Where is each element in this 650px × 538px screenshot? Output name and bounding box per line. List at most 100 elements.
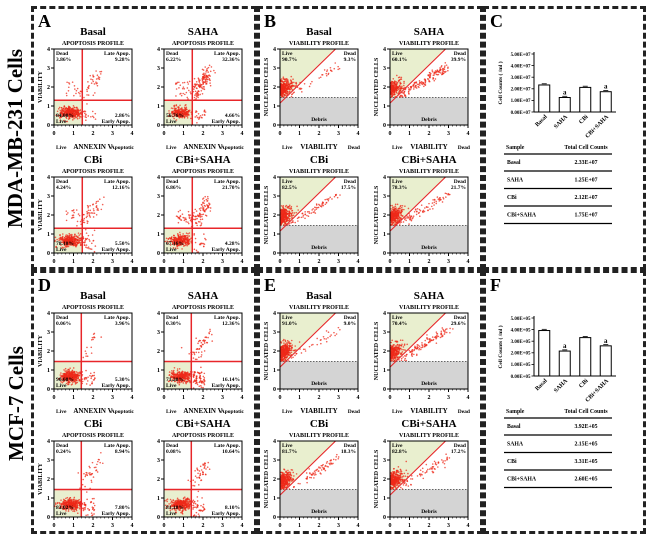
y-tick-label: 0 (157, 123, 160, 129)
scatter-point (283, 220, 286, 223)
scatter-point (66, 244, 69, 247)
scatter-point (166, 240, 168, 242)
scatter-point (201, 92, 204, 95)
x-tick-label: 1 (182, 259, 185, 265)
x-tick-label: 2 (202, 259, 205, 265)
scatter-point (176, 247, 179, 250)
scatter-point (390, 93, 392, 95)
x-tick-label: 1 (72, 131, 75, 137)
scatter-point (202, 76, 205, 79)
scatter-point (198, 372, 201, 375)
scatter-point (439, 197, 441, 199)
scatter-point (85, 244, 88, 246)
scatter-point (394, 85, 397, 87)
scatter-point (206, 67, 208, 70)
scatter-point (70, 112, 72, 114)
scatter-point (78, 237, 80, 240)
scatter-point (444, 65, 446, 67)
x-tick-label: 4 (131, 259, 134, 265)
scatter-point (299, 87, 301, 89)
scatter-point (206, 341, 209, 344)
scatter-point (199, 85, 202, 88)
scatter-point (394, 87, 396, 89)
scatter-point (203, 372, 206, 375)
scatter-point (196, 121, 198, 124)
bar-cbi-plus-saha (599, 91, 612, 113)
scatter-point (399, 216, 402, 219)
scatter-point (172, 115, 175, 118)
scatter-point (391, 214, 393, 217)
scatter-point (66, 81, 68, 84)
scatter-point (318, 203, 320, 206)
scatter-point (71, 370, 74, 372)
scatter-point (393, 82, 395, 84)
scatter-point (439, 68, 441, 71)
scatter-point (186, 381, 188, 383)
scatter-point (70, 383, 73, 386)
scatter-point (439, 67, 441, 69)
scatter-point (182, 375, 185, 378)
x-tick-label: 4 (357, 259, 360, 265)
scatter-point (196, 116, 199, 119)
y-tick-label: 2 (157, 85, 160, 91)
scatter-point (168, 380, 171, 382)
scatter-point (398, 90, 400, 93)
scatter-point (61, 113, 64, 116)
scatter-point (65, 242, 68, 245)
row-label-mcf-7: MCF-7 Cells (3, 345, 28, 461)
viability-gate-line (279, 48, 336, 104)
scatter-point (60, 503, 63, 506)
scatter-point (400, 214, 402, 217)
scatter-point (65, 94, 68, 97)
scatter-point (181, 213, 184, 215)
scatter-point (283, 224, 286, 226)
scatter-point (91, 381, 93, 383)
scatter-point (200, 116, 203, 119)
scatter-point (205, 238, 207, 241)
scatter-point (85, 246, 87, 248)
scatter-point (97, 76, 100, 78)
scatter-point (72, 236, 75, 239)
scatter-points (54, 196, 105, 253)
scatter-point (186, 238, 188, 240)
scatter-point (286, 213, 289, 215)
scatter-point (188, 235, 191, 237)
scatter-point (309, 82, 312, 85)
table-header-sample: Sample (506, 145, 525, 151)
scatter-point (288, 85, 291, 87)
scatter-point (59, 503, 61, 505)
scatter-point (91, 115, 94, 118)
scatter-point (179, 233, 181, 236)
scatter-point (427, 206, 429, 208)
scatter-point (183, 219, 186, 222)
scatter-point (70, 217, 73, 219)
scatter-point (290, 217, 293, 219)
x-axis-label: ANNEXIN V (73, 407, 112, 415)
scatter-point (423, 85, 425, 88)
x-tick-label: 4 (241, 395, 244, 401)
scatter-point (392, 89, 395, 91)
scatter-point (441, 201, 444, 203)
scatter-point (281, 216, 284, 218)
scatter-point (58, 106, 61, 109)
scatter-point (173, 366, 176, 369)
scatter-point (67, 118, 70, 121)
scatter-point (415, 210, 418, 213)
scatter-point (96, 207, 99, 210)
scatter-point (94, 118, 97, 120)
scatter-point (434, 70, 437, 72)
quadrant-label-live: Live (166, 119, 177, 125)
scatter-point (324, 203, 327, 206)
scatter-point (290, 95, 293, 98)
scatter-point (415, 87, 418, 89)
scatter-point (410, 215, 413, 218)
y-tick-label: 3 (157, 66, 160, 72)
scatter-point (91, 382, 94, 385)
scatter-point (203, 233, 205, 235)
scatter-point (67, 503, 69, 506)
scatter-point (188, 213, 190, 216)
scatter-point (180, 112, 182, 115)
scatter-point (74, 116, 77, 119)
scatter-point (193, 77, 196, 80)
